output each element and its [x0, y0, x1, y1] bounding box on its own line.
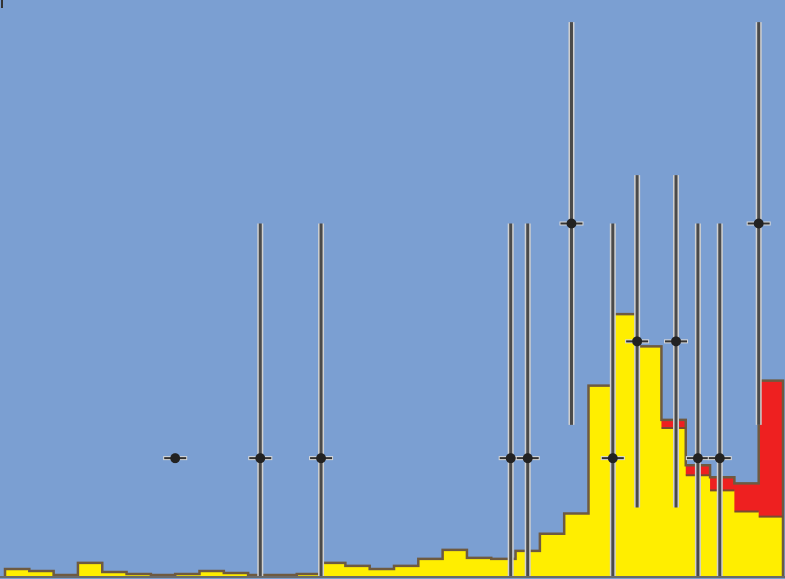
data-point-marker: [505, 453, 516, 464]
histogram-bar-yellow: [539, 533, 565, 576]
data-point-marker: [632, 336, 643, 347]
histogram-bar-yellow: [588, 385, 614, 576]
data-point-marker: [607, 453, 618, 464]
histogram-bar-yellow: [442, 549, 468, 576]
histogram-bar-yellow: [564, 513, 590, 576]
histogram-bar-yellow: [5, 568, 30, 576]
histogram-bar-red: [734, 483, 760, 512]
data-point-marker: [692, 453, 703, 464]
data-point-marker: [522, 453, 533, 464]
histogram-bar-yellow: [612, 314, 638, 576]
data-point-marker: [170, 453, 181, 464]
histogram-bar-yellow: [758, 516, 784, 576]
data-point-marker: [255, 453, 266, 464]
data-point-marker: [566, 218, 577, 229]
histogram-bar-yellow: [637, 346, 663, 576]
histogram-bar-yellow: [321, 562, 346, 576]
data-point-marker: [316, 453, 327, 464]
histogram-bar-yellow: [345, 565, 371, 576]
data-point-marker: [714, 453, 725, 464]
histogram-bar-yellow: [199, 570, 225, 576]
histogram-bar-yellow: [102, 571, 128, 576]
histogram-bar-red: [758, 380, 784, 517]
histogram-bar-yellow: [418, 558, 444, 576]
histogram-bar-yellow: [394, 565, 419, 576]
points-layer: [163, 22, 771, 576]
histogram-outline: [3, 312, 785, 577]
histogram-bar-yellow: [734, 511, 760, 576]
histogram-bar-yellow: [223, 572, 249, 576]
data-point-marker: [671, 336, 682, 347]
data-point-marker: [753, 218, 764, 229]
histogram-bar-yellow: [77, 562, 103, 576]
histogram-bar-yellow: [29, 570, 55, 576]
histogram-bar-yellow: [466, 557, 492, 576]
histogram-bar-yellow: [369, 568, 395, 576]
